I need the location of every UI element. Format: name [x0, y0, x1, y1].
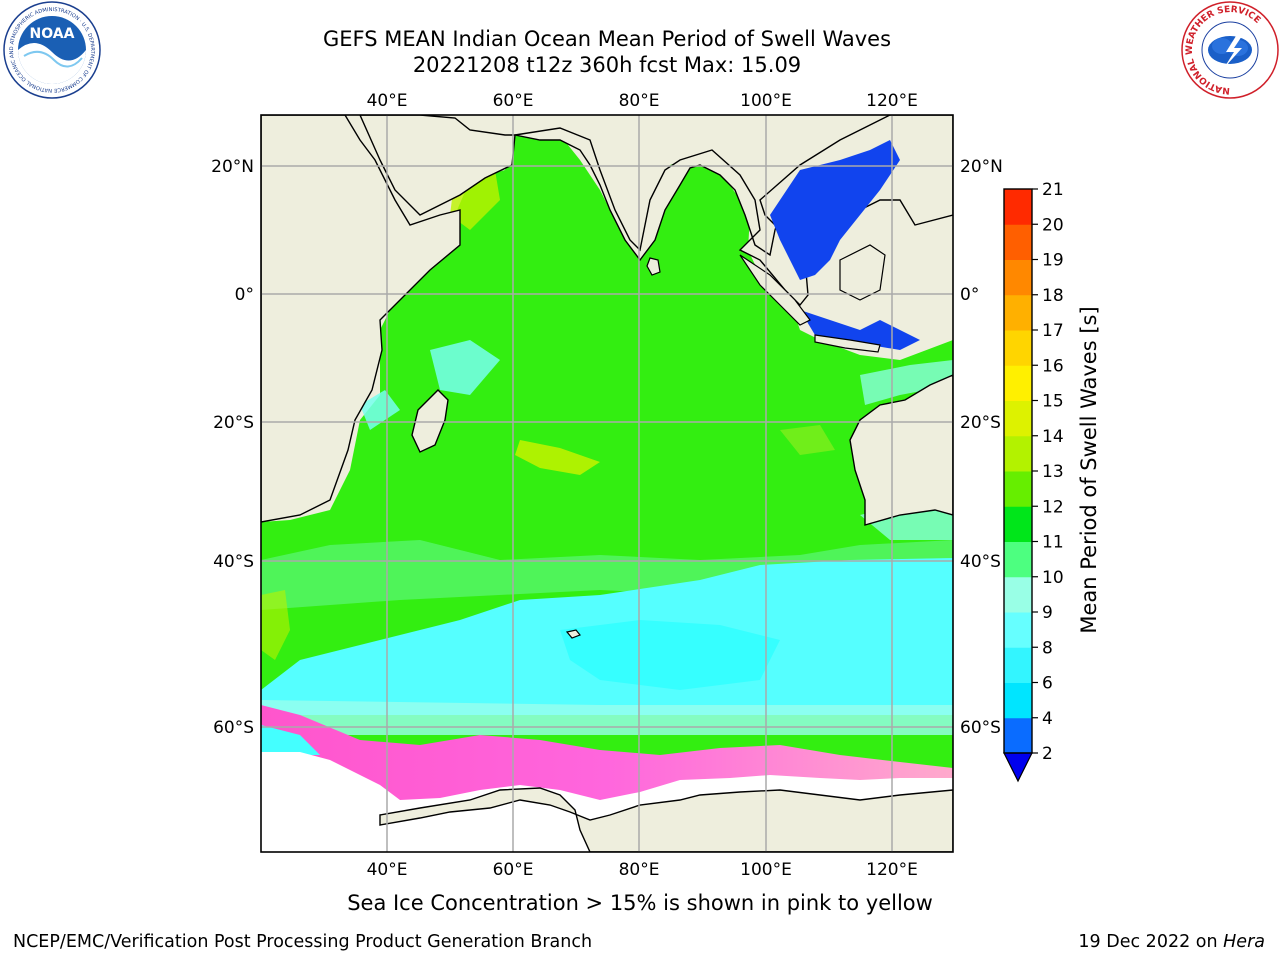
- colorbar-tick-label: 16: [1042, 356, 1064, 376]
- borneo-land: [839, 244, 886, 301]
- colorbar-tick-label: 8: [1042, 638, 1053, 658]
- footer-date: 19 Dec 2022 on Hera: [1078, 932, 1265, 952]
- colorbar-tick-label: 12: [1042, 497, 1064, 517]
- colorbar-tick-label: 15: [1042, 392, 1064, 412]
- colorbar-tick-label: 2: [1042, 744, 1053, 764]
- colorbar-cell: [1004, 576, 1032, 613]
- lon-label-bottom-40: 40°E: [367, 860, 408, 880]
- colorbar-cell: [1004, 189, 1032, 225]
- colorbar-tick-label: 18: [1042, 286, 1064, 306]
- lat-label-left-0: 0°: [235, 285, 254, 305]
- lat-label-right-60s: 60°S: [960, 718, 1001, 738]
- map-subtitle: 20221208 t12z 360h fcst Max: 15.09: [412, 53, 802, 77]
- lon-label-bottom-120: 120°E: [866, 860, 918, 880]
- colorbar-label: Mean Period of Swell Waves [s]: [1077, 306, 1101, 633]
- ocean-map: 40°E 60°E 80°E 100°E 120°E 40°E 60°E 80°…: [211, 91, 1003, 880]
- colorbar-cell: [1004, 506, 1032, 542]
- colorbar-cell: [1004, 365, 1032, 401]
- lat-label-right-40s: 40°S: [960, 552, 1001, 572]
- swell-field-yellowgreen: [515, 440, 600, 475]
- colorbar-tick-label: 9: [1042, 603, 1053, 623]
- lat-label-right-20n: 20°N: [960, 157, 1003, 177]
- graticule: [261, 115, 953, 852]
- colorbar-tick-label: 11: [1042, 533, 1064, 553]
- lat-label-left-20n: 20°N: [211, 157, 254, 177]
- sea-ice-note: Sea Ice Concentration > 15% is shown in …: [347, 891, 933, 915]
- sumatra-land: [739, 254, 811, 326]
- lon-label-top-40: 40°E: [367, 91, 408, 111]
- colorbar-ticks: 2 4 6 8 9 10 11 12 13 14 15 16 17 18 19 20 21: [1032, 180, 1064, 764]
- lon-label-bottom-60: 60°E: [493, 860, 534, 880]
- lat-label-right-20s: 20°S: [960, 413, 1001, 433]
- noaa-logo-text: NOAA: [30, 26, 75, 42]
- colorbar-tick-label: 4: [1042, 709, 1053, 729]
- colorbar-tick-label: 20: [1042, 215, 1064, 235]
- lon-label-bottom-80: 80°E: [619, 860, 660, 880]
- colorbar-cell: [1004, 259, 1032, 296]
- lon-label-top-80: 80°E: [619, 91, 660, 111]
- swell-field-blue: [770, 140, 900, 280]
- colorbar-tick-label: 14: [1042, 427, 1064, 447]
- footer-host: Hera: [1223, 932, 1265, 952]
- colorbar-cell: [1004, 435, 1032, 472]
- colorbar-cell: [1004, 647, 1032, 683]
- footer-date-text: 19 Dec 2022 on: [1078, 932, 1224, 952]
- lon-label-top-120: 120°E: [866, 91, 918, 111]
- colorbar-extend-triangle: [1003, 752, 1033, 783]
- colorbar-tick-label: 10: [1042, 568, 1064, 588]
- australia-land: [849, 374, 953, 526]
- colorbar-tick-label: 19: [1042, 251, 1064, 271]
- madagascar-land: [411, 389, 449, 453]
- arabia-land: [359, 115, 516, 216]
- colorbar-cell: [1004, 294, 1032, 331]
- colorbar-cell: [1004, 400, 1032, 437]
- lon-label-top-100: 100°E: [740, 91, 792, 111]
- lat-label-left-40s: 40°S: [213, 552, 254, 572]
- colorbar-tick-label: 21: [1042, 180, 1064, 200]
- map-frame: [260, 114, 954, 853]
- lat-label-left-20s: 20°S: [213, 413, 254, 433]
- colorbar-cell: [1004, 682, 1032, 719]
- map-title: GEFS MEAN Indian Ocean Mean Period of Sw…: [322, 27, 892, 51]
- lat-label-right-0: 0°: [960, 285, 979, 305]
- colorbar-tick-label: 13: [1042, 462, 1064, 482]
- colorbar-cell: [1004, 224, 1032, 260]
- nws-logo: NATIONAL WEATHER SERVICE: [1181, 1, 1279, 99]
- lat-label-left-60s: 60°S: [213, 718, 254, 738]
- lon-label-top-60: 60°E: [493, 91, 534, 111]
- lon-label-bottom-100: 100°E: [740, 860, 792, 880]
- colorbar-cells: [1004, 189, 1032, 754]
- colorbar-cell: [1004, 471, 1032, 507]
- colorbar-cell: [1004, 330, 1032, 366]
- colorbar-cell: [1004, 541, 1032, 578]
- antarctica-land: [379, 787, 953, 852]
- colorbar-tick-label: 17: [1042, 321, 1064, 341]
- colorbar-cell: [1004, 717, 1032, 754]
- footer-credit: NCEP/EMC/Verification Post Processing Pr…: [13, 932, 593, 952]
- colorbar-tick-label: 6: [1042, 674, 1053, 694]
- noaa-logo: NATIONAL OCEANIC AND ATMOSPHERIC ADMINIS…: [3, 1, 101, 99]
- colorbar: 2 4 6 8 9 10 11 12 13 14 15 16 17 18 19 20 21 Mean Perio…: [1003, 180, 1101, 783]
- colorbar-cell: [1004, 612, 1032, 648]
